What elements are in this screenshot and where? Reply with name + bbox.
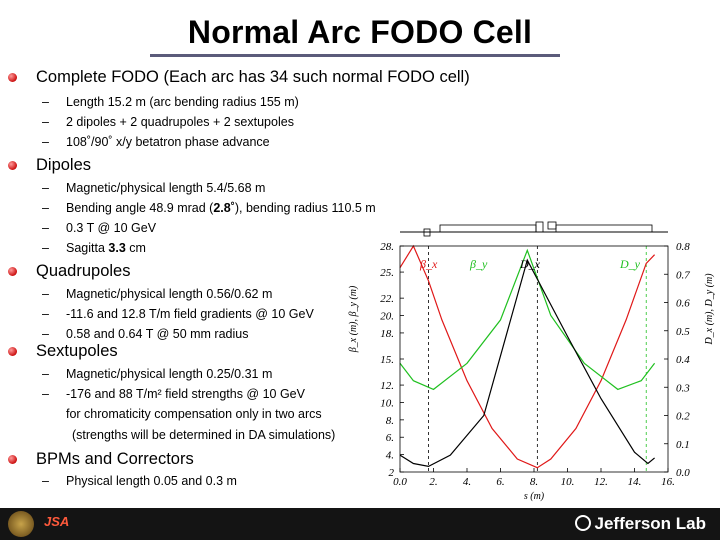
y-tick-label-right: 0.4	[676, 354, 690, 366]
bullet-dipoles: Dipoles	[8, 156, 92, 175]
y-tick-label-left: 22.	[380, 293, 394, 305]
y-tick-label-left: 10.	[380, 397, 394, 409]
list-item: – Magnetic/physical length 0.56/0.62 m	[42, 287, 273, 301]
bullet-icon	[8, 347, 17, 356]
list-item: – -176 and 88 T/m² field strengths @ 10 G…	[42, 387, 305, 401]
x-tick-label: 12.	[594, 476, 608, 488]
y-tick-label-right: 0.6	[676, 298, 690, 310]
list-item: – Length 15.2 m (arc bending radius 155 m…	[42, 95, 299, 109]
title-divider	[150, 54, 560, 57]
y-tick-label-left: 20.	[380, 311, 394, 323]
page-title: Normal Arc FODO Cell	[187, 14, 533, 50]
y-tick-label-right: 0.1	[676, 439, 690, 451]
bullet-bpms: BPMs and Correctors	[8, 450, 194, 469]
bold-value: 3.3	[108, 241, 126, 255]
x-tick-label: 2.	[429, 476, 437, 488]
y-tick-label-right: 0.0	[676, 467, 690, 479]
list-continuation: (strengths will be determined in DA simu…	[72, 428, 336, 442]
list-item: – Bending angle 48.9 mrad (2.8˚), bending…	[42, 201, 376, 215]
quadrupole-magnet	[423, 228, 431, 237]
x-tick-label: 6.	[496, 476, 504, 488]
bullet-label: Quadrupoles	[36, 262, 131, 280]
bullet-icon	[8, 73, 17, 82]
x-tick-label: 16.	[661, 476, 675, 488]
bullet-icon	[8, 455, 17, 464]
lattice-chart: 0.0 2. 4. 6. 8. 10. 12. 14. 16. s (m) 2 4. 6. 8. 10. 12…	[348, 221, 715, 502]
list-item: – Sagitta 3.3 cm	[42, 241, 146, 255]
list-continuation: for chromaticity compensation only in tw…	[66, 407, 322, 421]
y-tick-label-left: 15.	[380, 354, 394, 366]
dipole-magnet	[555, 224, 653, 233]
x-tick-label: 0.0	[393, 476, 407, 488]
list-item: –0.58 and 0.64 T @ 50 mm radius	[42, 327, 249, 341]
sextupole-magnet	[547, 221, 557, 230]
lab-icon	[574, 515, 591, 531]
doe-seal-logo	[8, 511, 34, 537]
x-tick-label: 14.	[628, 476, 642, 488]
list-item: – Magnetic/physical length 5.4/5.68 m	[42, 181, 266, 195]
list-item: –2 dipoles + 2 quadrupoles + 2 sextupole…	[42, 115, 294, 129]
x-tick-label: 10.	[561, 476, 575, 488]
quadrupole-magnet	[535, 221, 544, 233]
y-axis-label-right: D_x (m), D_y (m)	[704, 273, 715, 346]
series-line-dx	[399, 258, 655, 468]
series-line-y	[399, 248, 656, 391]
y-tick-label-left: 28.	[380, 241, 394, 253]
bullet-label: BPMs and Correctors	[36, 450, 194, 468]
bullet-quadrupoles: Quadrupoles	[8, 262, 131, 281]
legend-entry: β_x	[419, 257, 438, 271]
bullet-label: Complete FODO (Each arc has 34 such norm…	[36, 68, 470, 86]
bullet-icon	[8, 267, 17, 276]
y-tick-label-right: 0.7	[676, 269, 690, 281]
list-item: – -11.6 and 12.8 T/m field gradients @ 10…	[42, 307, 314, 321]
bullet-fodo: Complete FODO (Each arc has 34 such norm…	[8, 68, 470, 87]
magnet-layout	[400, 221, 668, 237]
series-line-x	[399, 244, 656, 469]
jsa-logo: JSA	[44, 514, 70, 529]
bullet-sextupoles: Sextupoles	[8, 342, 118, 361]
y-tick-label-left: 18.	[380, 328, 394, 340]
dipole-magnet	[439, 224, 537, 233]
y-tick-label-left: 8.	[386, 415, 394, 427]
x-axis-label: s (m)	[524, 491, 545, 502]
bold-value: 2.8˚	[213, 201, 235, 215]
x-tick-label: 4.	[463, 476, 471, 488]
y-tick-label-right: 0.2	[676, 411, 690, 423]
list-item: –108˚/90˚ x/y betatron phase advance	[42, 135, 270, 149]
y-axis-label-left: β_x (m), β_y (m)	[348, 285, 359, 353]
jefferson-lab-logo: Jefferson Lab	[574, 514, 706, 534]
bullet-label: Sextupoles	[36, 342, 118, 360]
y-tick-label-left: 25.	[380, 267, 394, 279]
legend-entry: D_x	[519, 257, 541, 271]
x-tick-label: 8.	[530, 476, 538, 488]
list-item: –0.3 T @ 10 GeV	[42, 221, 157, 235]
list-item: – Physical length 0.05 and 0.3 m	[42, 474, 237, 488]
footer-bar: JSA Jefferson Lab	[0, 508, 720, 540]
y-tick-label-left: 4.	[386, 450, 394, 462]
y-tick-label-right: 0.3	[676, 382, 690, 394]
bullet-icon	[8, 161, 17, 170]
y-tick-label-right: 0.8	[676, 241, 690, 253]
legend-entry: β_y	[469, 257, 488, 271]
plot-frame	[399, 245, 669, 473]
y-tick-label-left: 12.	[380, 380, 394, 392]
bullet-label: Dipoles	[36, 156, 92, 174]
y-tick-label-left: 6.	[386, 432, 394, 444]
list-item: – Magnetic/physical length 0.25/0.31 m	[42, 367, 273, 381]
legend-entry: D_y	[619, 257, 641, 271]
y-tick-label-right: 0.5	[676, 326, 690, 338]
y-tick-label-left: 2	[389, 467, 395, 479]
